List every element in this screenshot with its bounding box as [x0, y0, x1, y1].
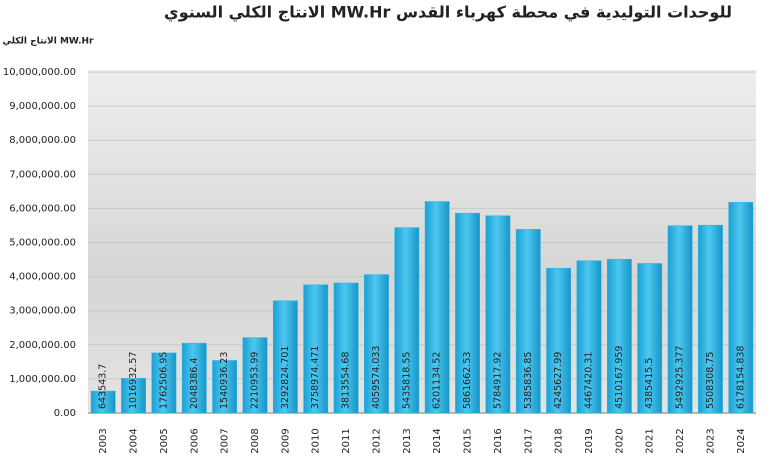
- value-label: 4467420.31: [584, 352, 595, 409]
- y-tick-label: 5,000,000.00: [9, 238, 76, 249]
- x-tick-label: 2024: [736, 428, 747, 453]
- value-label: 3292824.701: [280, 346, 291, 409]
- value-label: 3813554.68: [341, 352, 352, 409]
- bar: [212, 360, 238, 414]
- x-tick-label: 2019: [584, 428, 595, 453]
- x-tick-label: 2020: [614, 428, 625, 453]
- bar: [394, 227, 420, 414]
- x-tick-label: 2011: [341, 428, 352, 453]
- y-axis-label: الانتاج الكلي MW.Hr: [2, 37, 94, 47]
- x-tick-label: 2016: [493, 428, 504, 453]
- y-tick-label: 9,000,000.00: [9, 101, 76, 112]
- chart-title: الانتاج الكلي السنوي MW.Hr للوحدات التول…: [164, 3, 732, 23]
- bar: [485, 215, 511, 414]
- x-tick-label: 2012: [371, 428, 382, 453]
- bar: [272, 300, 298, 414]
- x-tick-label: 2009: [280, 428, 291, 453]
- x-tick-label: 2023: [705, 428, 716, 453]
- x-tick-label: 2018: [554, 428, 565, 453]
- y-tick-label: 7,000,000.00: [9, 169, 76, 180]
- value-label: 5385836.85: [523, 352, 534, 409]
- bar: [576, 260, 602, 414]
- x-tick-label: 2021: [645, 428, 656, 453]
- x-tick-label: 2003: [98, 428, 109, 453]
- bar: [242, 337, 268, 414]
- bar: [333, 282, 359, 414]
- value-label: 643543.7: [98, 364, 109, 409]
- bar: [515, 229, 541, 414]
- value-label: 4245627.99: [553, 352, 564, 409]
- value-label: 2210953.99: [250, 352, 261, 409]
- bar: [606, 258, 632, 414]
- y-tick-label: 6,000,000.00: [9, 203, 76, 214]
- bar: [424, 201, 450, 414]
- x-tick-label: 2013: [402, 428, 413, 453]
- y-tick-label: 0.00: [54, 408, 76, 419]
- value-label: 2048386.4: [189, 358, 200, 409]
- y-tick-label: 8,000,000.00: [9, 135, 76, 146]
- x-tick-label: 2015: [463, 428, 474, 453]
- bar: [667, 225, 693, 414]
- bar: [303, 284, 329, 414]
- value-label: 6201134.52: [432, 352, 443, 409]
- y-tick-label: 2,000,000.00: [9, 340, 76, 351]
- x-tick-label: 2007: [220, 428, 231, 453]
- bar: [181, 342, 207, 414]
- value-label: 5435818.55: [401, 352, 412, 409]
- value-label: 6178154.838: [735, 346, 746, 409]
- value-label: 1540936.23: [219, 352, 230, 409]
- x-tick-label: 2010: [311, 428, 322, 453]
- value-label: 3758974.471: [310, 346, 321, 409]
- bar: [546, 267, 572, 414]
- value-label: 5508308.75: [705, 352, 716, 409]
- bar: [121, 378, 146, 414]
- x-tick-label: 2004: [129, 428, 140, 453]
- value-label: 5861662.53: [462, 352, 473, 409]
- value-label: 4059574.033: [371, 346, 382, 409]
- x-tick-label: 2014: [432, 428, 443, 453]
- value-label: 4385415.5: [644, 358, 655, 409]
- bar: [698, 224, 723, 414]
- x-tick-label: 2017: [523, 428, 534, 453]
- value-label: 4510167.959: [614, 346, 625, 409]
- bar: [364, 274, 389, 414]
- value-label: 1762506.95: [158, 352, 169, 409]
- bar: [637, 263, 663, 414]
- bar: [151, 352, 177, 414]
- value-label: 5492925.377: [675, 346, 686, 409]
- y-tick-label: 1,000,000.00: [9, 374, 76, 385]
- value-label: 5784917.92: [492, 352, 503, 409]
- bar: [455, 212, 480, 414]
- y-tick-label: 10,000,000.00: [3, 67, 76, 78]
- bar: [728, 202, 754, 414]
- y-tick-label: 4,000,000.00: [9, 272, 76, 283]
- y-tick-label: 3,000,000.00: [9, 306, 76, 317]
- value-label: 1016932.57: [128, 352, 139, 409]
- bar: [90, 390, 116, 414]
- x-tick-label: 2005: [159, 428, 170, 453]
- x-tick-label: 2008: [250, 428, 261, 453]
- x-tick-label: 2006: [189, 428, 200, 453]
- x-tick-label: 2022: [675, 428, 686, 453]
